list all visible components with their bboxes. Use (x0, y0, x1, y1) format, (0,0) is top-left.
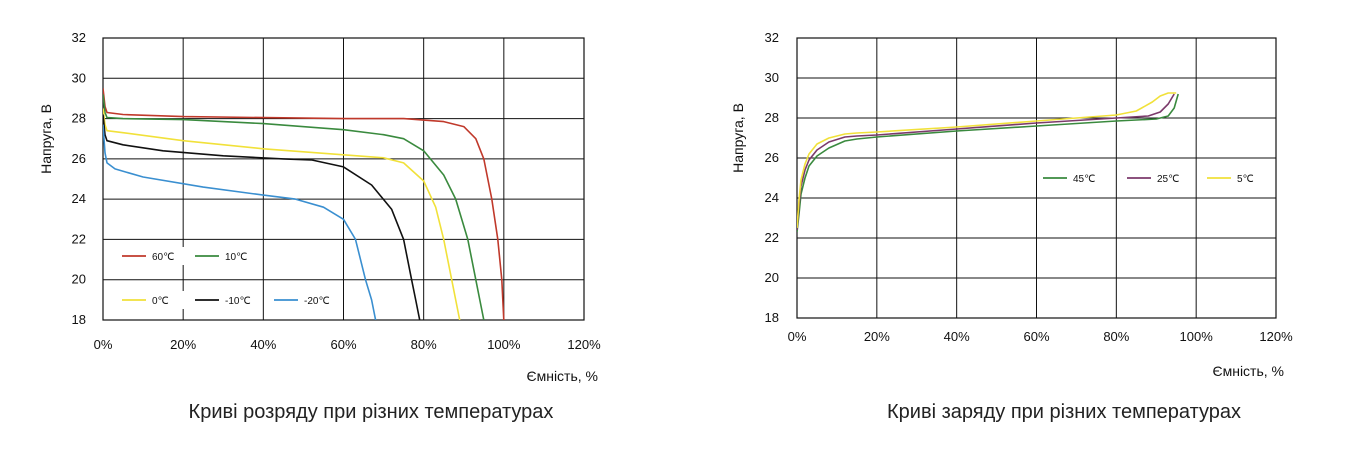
series-line-3 (797, 92, 1177, 229)
legend-label: 60℃ (152, 252, 174, 263)
plot-frame (102, 37, 585, 321)
legend-bg (191, 291, 261, 309)
chart-caption: Криві заряду при різних температурах (887, 401, 1241, 423)
chart-2: 0% 20% 40% 60% 80% 100% 120% 18 20 22 24 26 28 30 32 Єм… (730, 30, 1293, 423)
legend-bg (1039, 169, 1105, 187)
y-tick-label: 26 (765, 150, 779, 165)
series-line-2 (103, 94, 485, 320)
y-tick-label: 32 (765, 30, 779, 45)
x-tick-label: 20% (864, 329, 890, 344)
x-axis-label: Ємність, % (527, 368, 598, 384)
y-tick-label: 30 (72, 70, 86, 85)
x-tick-label: 40% (944, 329, 970, 344)
legend-bg (118, 247, 184, 265)
x-tick-label: 80% (1103, 329, 1129, 344)
series-line-5 (103, 124, 377, 320)
y-tick-label: 22 (72, 231, 86, 246)
y-axis-label: Напруга, В (730, 103, 746, 173)
y-tick-label: 18 (72, 312, 86, 327)
legend-bg (1203, 169, 1269, 187)
legend-label: -20℃ (304, 296, 330, 307)
x-axis-label: Ємність, % (1213, 363, 1284, 379)
y-tick-label: 20 (765, 270, 779, 285)
y-tick-label: 30 (765, 70, 779, 85)
x-tick-label: 0% (94, 337, 113, 352)
y-axis-label: Напруга, В (38, 104, 54, 174)
x-tick-label: 0% (788, 329, 807, 344)
y-tick-label: 28 (765, 110, 779, 125)
y-tick-label: 28 (72, 111, 86, 126)
x-tick-label: 100% (487, 337, 521, 352)
legend-bg (270, 291, 340, 309)
x-tick-label: 100% (1180, 329, 1214, 344)
chart-1: 0% 20% 40% 60% 80% 100% 120% 18 20 22 24 26 28 30 32 Єм… (38, 30, 601, 423)
plot-frame (796, 37, 1277, 319)
chart-caption: Криві розряду при різних температурах (189, 401, 554, 423)
x-tick-label: 120% (1259, 329, 1293, 344)
x-tick-label: 120% (567, 337, 601, 352)
series-line-1 (103, 88, 505, 320)
series-line-3 (103, 108, 461, 320)
y-tick-label: 18 (765, 310, 779, 325)
legend-bg (191, 247, 257, 265)
legend-label: 5℃ (1237, 174, 1254, 185)
y-tick-label: 20 (72, 272, 86, 287)
y-tick-label: 24 (72, 191, 86, 206)
y-tick-label: 32 (72, 30, 86, 45)
x-tick-label: 60% (330, 337, 356, 352)
x-tick-label: 40% (250, 337, 276, 352)
legend-label: 45℃ (1073, 174, 1095, 185)
x-tick-label: 80% (411, 337, 437, 352)
series-line-2 (797, 93, 1175, 231)
x-tick-label: 60% (1023, 329, 1049, 344)
series-line-1 (797, 93, 1179, 233)
legend-label: -10℃ (225, 296, 251, 307)
legend-bg (118, 291, 184, 309)
legend-bg (1123, 169, 1189, 187)
y-tick-label: 22 (765, 230, 779, 245)
y-tick-label: 24 (765, 190, 779, 205)
legend-label: 0℃ (152, 296, 169, 307)
x-tick-label: 20% (170, 337, 196, 352)
legend-label: 25℃ (1157, 174, 1179, 185)
series-line-4 (103, 114, 421, 320)
legend-label: 10℃ (225, 252, 247, 263)
y-tick-label: 26 (72, 151, 86, 166)
